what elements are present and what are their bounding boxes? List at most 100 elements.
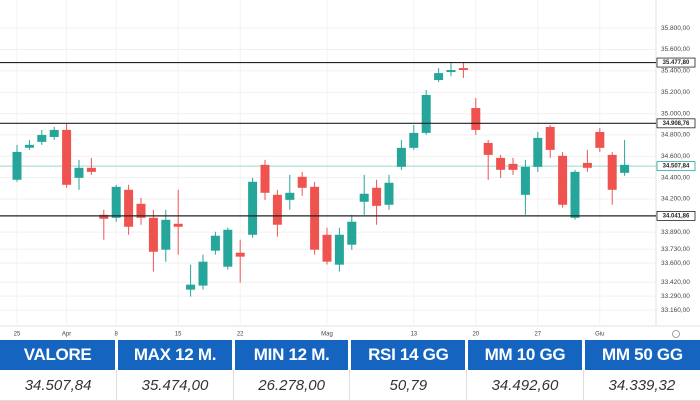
candle-body — [384, 182, 394, 205]
y-tick-label: 33.890,00 — [661, 229, 690, 236]
y-tick-label: 35.600,00 — [661, 46, 690, 53]
last-price-box — [656, 161, 696, 172]
x-tick-label: 13 — [410, 332, 417, 338]
last-price-label: 34.507,84 — [663, 164, 690, 170]
value-cell: 34.339,32 — [582, 370, 700, 401]
candle-body — [223, 229, 233, 267]
header-cell: MM 10 GG — [465, 340, 584, 370]
x-tick-label: 20 — [472, 332, 479, 338]
y-tick-label: 33.160,00 — [661, 307, 690, 314]
candle-body — [186, 284, 196, 290]
header-cell: VALORE — [0, 340, 117, 370]
candle-body — [136, 203, 146, 218]
candle-body — [173, 223, 183, 227]
candle-body — [62, 129, 72, 185]
y-tick-label: 35.800,00 — [661, 25, 690, 32]
candle-body — [334, 234, 344, 265]
value-cell: 34.492,60 — [466, 370, 584, 401]
candle-body — [148, 217, 158, 252]
candle-body — [396, 147, 406, 167]
y-tick-label: 33.420,00 — [661, 279, 690, 286]
candle-body — [570, 171, 580, 218]
header-row: VALORE MAX 12 M. MIN 12 M. RSI 14 GG MM … — [0, 340, 700, 370]
header-cell: MIN 12 M. — [231, 340, 350, 370]
level-label-box — [656, 210, 696, 221]
candle-body — [235, 252, 245, 257]
level-label: 34.041,86 — [663, 213, 690, 219]
level-label: 34.908,76 — [663, 121, 690, 127]
header-cell: MM 50 GG — [581, 340, 700, 370]
header-cell: RSI 14 GG — [348, 340, 467, 370]
candle-body — [434, 73, 444, 81]
candle-body — [124, 189, 134, 227]
candle-body — [347, 221, 357, 245]
x-tick-label: Giu — [595, 332, 604, 338]
candle-body — [272, 194, 282, 225]
candle-body — [520, 166, 530, 195]
candle-body — [210, 235, 220, 251]
candle-body — [471, 108, 481, 130]
candle-body — [111, 186, 121, 218]
candle-body — [74, 167, 84, 178]
y-tick-label: 33.290,00 — [661, 293, 690, 300]
candle-body — [161, 219, 171, 250]
candle-body — [483, 142, 493, 155]
level-label: 35.477,80 — [663, 60, 690, 66]
stats-table: VALORE MAX 12 M. MIN 12 M. RSI 14 GG MM … — [0, 340, 700, 401]
candle-body — [99, 214, 109, 219]
y-tick-label: 33.730,00 — [661, 246, 690, 253]
y-tick-label: 35.400,00 — [661, 68, 690, 75]
x-tick-label: 22 — [237, 332, 244, 338]
candle-body — [86, 167, 96, 172]
settings-icon[interactable] — [672, 330, 680, 338]
x-tick-label: Mag — [321, 332, 333, 338]
candle-body — [285, 192, 295, 200]
x-tick-label: 25 — [14, 332, 21, 338]
candle-body — [508, 163, 518, 170]
candle-body — [582, 162, 592, 168]
value-cell: 26.278,00 — [232, 370, 350, 401]
value-cell: 34.507,84 — [0, 370, 117, 401]
candle-body — [595, 131, 605, 148]
x-tick-label: Apr — [62, 332, 71, 338]
x-tick-label: 8 — [115, 332, 119, 338]
candle-body — [496, 157, 506, 170]
level-label-box — [656, 57, 696, 68]
value-row: 34.507,84 35.474,00 26.278,00 50,79 34.4… — [0, 370, 700, 401]
candle-body — [24, 144, 34, 148]
candle-body — [533, 137, 543, 167]
y-tick-label: 34.600,00 — [661, 153, 690, 160]
y-tick-label: 34.200,00 — [661, 196, 690, 203]
candle-body — [607, 154, 617, 190]
candle-body — [372, 187, 382, 206]
candle-body — [620, 164, 630, 173]
x-tick-label: 15 — [175, 332, 182, 338]
candle-body — [421, 94, 431, 133]
y-tick-label: 34.800,00 — [661, 132, 690, 139]
candle-body — [12, 151, 22, 180]
candle-body — [297, 176, 307, 188]
y-tick-label: 34.400,00 — [661, 174, 690, 181]
candle-body — [248, 181, 258, 235]
candle-body — [409, 132, 419, 148]
y-tick-label: 35.000,00 — [661, 110, 690, 117]
value-cell: 50,79 — [349, 370, 467, 401]
candle-body — [49, 129, 59, 137]
candle-body — [37, 134, 47, 142]
value-cell: 35.474,00 — [116, 370, 234, 401]
y-tick-label: 35.200,00 — [661, 89, 690, 96]
candle-body — [310, 186, 320, 250]
candle-body — [359, 193, 369, 202]
y-tick-label: 33.600,00 — [661, 260, 690, 267]
candle-body — [260, 164, 270, 193]
x-tick-label: 27 — [534, 332, 541, 338]
candle-body — [198, 261, 208, 286]
candle-body — [322, 234, 332, 262]
candle-body — [558, 155, 568, 205]
candle-body — [545, 126, 555, 150]
chart: 35.800,00 35.600,00 35.400,00 35.200,00 35.0… — [0, 0, 700, 338]
candle-body — [446, 70, 456, 73]
header-cell: MAX 12 M. — [115, 340, 234, 370]
candle-body — [458, 68, 468, 71]
